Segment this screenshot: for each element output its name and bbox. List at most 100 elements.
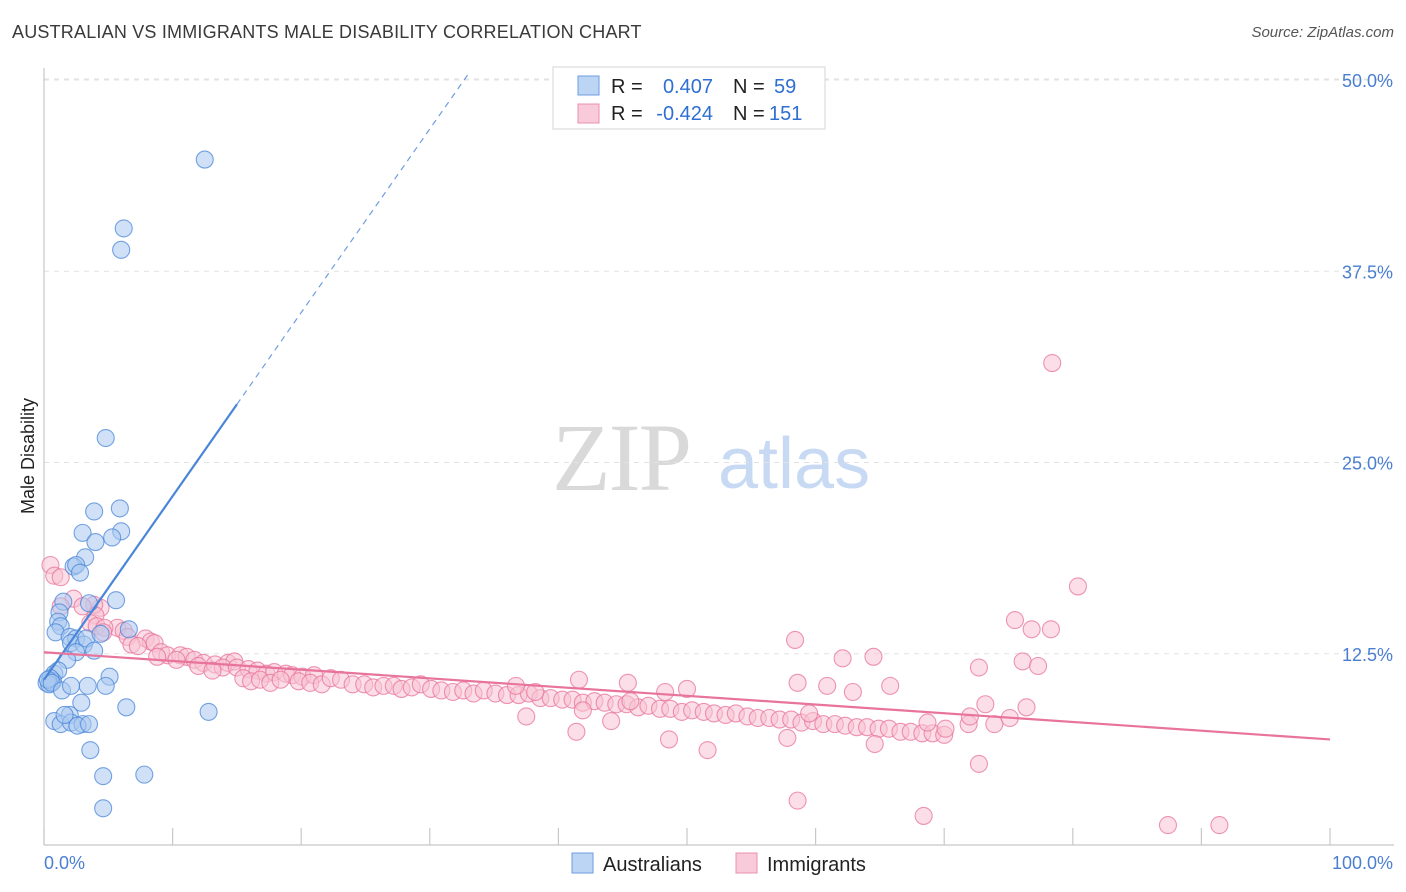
legend-r-value-1: 0.407 — [663, 76, 713, 98]
immigrants-point — [656, 682, 675, 702]
series-legend: Australians Immigrants — [571, 852, 866, 876]
immigrants-point — [526, 682, 545, 702]
australians-points — [37, 150, 218, 818]
australians-point — [96, 428, 115, 448]
immigrants-point — [569, 670, 589, 689]
immigrants-point — [517, 707, 536, 726]
legend-r-label-1: R = — [611, 76, 643, 98]
axes — [43, 68, 1394, 846]
immigrants-point — [800, 704, 819, 723]
immigrants-point — [203, 661, 222, 680]
immigrants-point — [778, 728, 797, 747]
australians-point — [195, 150, 214, 169]
immigrants-point — [1013, 652, 1032, 671]
legend-n-label-1: N = — [733, 76, 765, 98]
australians-point — [112, 240, 131, 259]
australians-point — [85, 502, 104, 521]
immigrants-point — [1005, 611, 1024, 630]
y-tick-label: 37.5% — [1342, 262, 1393, 282]
australians-point — [199, 702, 218, 721]
australians-point — [91, 624, 110, 643]
legend-r-value-2: -0.424 — [656, 103, 713, 125]
immigrants-point — [128, 637, 147, 656]
immigrants-point — [1029, 656, 1048, 676]
immigrants-point — [1043, 353, 1062, 373]
immigrants-point — [659, 730, 679, 749]
australians-point — [119, 620, 138, 639]
bottom-legend-swatch-immigrants — [735, 852, 758, 874]
immigrants-point — [51, 568, 70, 587]
x-axis-ticks — [43, 828, 1331, 845]
immigrants-point — [918, 713, 937, 732]
immigrants-point — [881, 676, 900, 695]
legend-r-label-2: R = — [611, 103, 643, 125]
australians-trend-extension — [236, 73, 469, 405]
immigrants-point — [976, 695, 995, 714]
immigrants-point — [818, 676, 837, 695]
immigrants-point — [1022, 620, 1041, 639]
immigrants-point — [1210, 816, 1229, 835]
immigrants-point — [864, 647, 883, 666]
y-axis-tick-labels: 12.5% 25.0% 37.5% 50.0% — [1342, 71, 1393, 665]
australians-point — [78, 676, 97, 695]
chart-title: AUSTRALIAN VS IMMIGRANTS MALE DISABILITY… — [12, 22, 642, 42]
legend-n-label-2: N = — [733, 103, 765, 125]
australians-point — [73, 523, 92, 542]
source-credit: Source: ZipAtlas.com — [1251, 24, 1394, 41]
australians-point — [106, 591, 126, 610]
y-tick-label: 25.0% — [1342, 454, 1393, 474]
legend-n-value-2: 151 — [769, 103, 802, 125]
australians-point — [86, 533, 105, 552]
australians-point — [103, 528, 122, 547]
australians-point — [72, 693, 91, 712]
immigrants-point — [1158, 816, 1178, 835]
bottom-legend-immigrants: Immigrants — [767, 854, 866, 876]
trend-lines — [43, 73, 1331, 741]
immigrants-point — [865, 734, 884, 754]
legend-n-value-1: 59 — [774, 76, 796, 98]
immigrants-point — [985, 715, 1004, 734]
australians-point — [61, 676, 81, 695]
bottom-legend-swatch-australians — [571, 852, 594, 874]
immigrants-point — [618, 673, 637, 692]
australians-point — [135, 765, 154, 784]
australians-point — [94, 799, 113, 818]
legend-swatch-immigrants — [577, 103, 600, 124]
australians-point — [96, 676, 115, 695]
australians-point — [110, 499, 129, 518]
immigrants-point — [833, 649, 852, 668]
australians-point — [55, 705, 74, 725]
y-axis-title: Male Disability — [18, 398, 38, 514]
immigrants-point — [914, 806, 933, 825]
immigrants-point — [602, 712, 621, 731]
watermark-zip: ZIP — [552, 404, 690, 511]
australians-point — [79, 594, 99, 613]
immigrants-point — [677, 679, 697, 698]
immigrants-point — [843, 682, 862, 702]
australians-point — [79, 715, 99, 734]
legend-swatch-australians — [577, 75, 600, 96]
x-tick-label-min: 0.0% — [44, 853, 85, 873]
immigrants-point — [1068, 577, 1087, 596]
immigrants-point — [788, 673, 807, 692]
immigrants-trend-line — [43, 651, 1331, 741]
y-tick-label: 12.5% — [1342, 645, 1393, 665]
immigrants-point — [148, 647, 167, 666]
immigrants-point — [698, 741, 717, 760]
australians-point — [117, 698, 136, 717]
immigrants-point — [506, 676, 526, 695]
immigrants-points — [41, 353, 1229, 835]
immigrants-point — [969, 754, 988, 773]
immigrants-point — [1017, 698, 1036, 717]
gridlines — [44, 78, 1394, 655]
watermark-atlas: atlas — [718, 424, 870, 504]
australians-point — [81, 741, 100, 760]
australians-point — [114, 219, 133, 238]
immigrants-point — [785, 630, 805, 650]
immigrants-point — [573, 701, 592, 720]
australians-point — [70, 563, 90, 582]
immigrants-point — [271, 670, 290, 689]
y-tick-label: 50.0% — [1342, 71, 1393, 91]
immigrants-point — [936, 719, 955, 738]
